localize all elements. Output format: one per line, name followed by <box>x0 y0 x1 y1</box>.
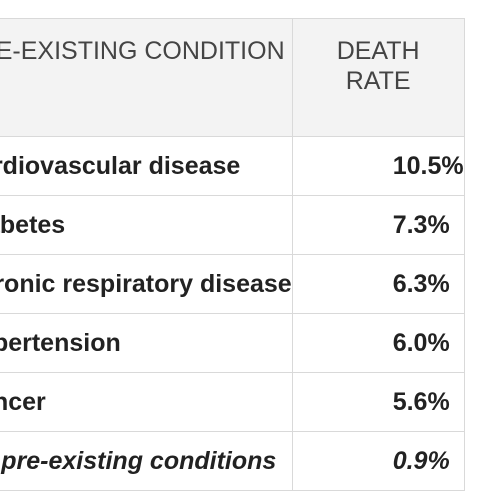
condition-cell: Chronic respiratory disease <box>0 254 293 314</box>
table-row: Cancer 5.6% <box>0 372 465 432</box>
condition-cell: Cardiovascular disease <box>0 136 293 196</box>
rate-cell: 5.6% <box>291 372 465 432</box>
table-row: Cardiovascular disease 10.5% <box>0 136 465 196</box>
table-row: Hypertension 6.0% <box>0 313 465 373</box>
death-rate-table: PRE-EXISTING CONDITION DEATH RATE Cardio… <box>0 18 465 491</box>
rate-cell: 6.0% <box>291 313 465 373</box>
table-header: PRE-EXISTING CONDITION DEATH RATE <box>0 18 465 137</box>
header-death-rate: DEATH RATE <box>291 18 465 137</box>
rate-cell: 7.3% <box>291 195 465 255</box>
header-condition: PRE-EXISTING CONDITION <box>0 18 293 137</box>
header-death-rate-line2: RATE <box>345 67 411 95</box>
table-row: Chronic respiratory disease 6.3% <box>0 254 465 314</box>
condition-cell: No pre-existing conditions <box>0 431 293 491</box>
rate-cell: 0.9% <box>291 431 465 491</box>
header-row: PRE-EXISTING CONDITION DEATH RATE <box>0 18 465 137</box>
table-row: No pre-existing conditions 0.9% <box>0 431 465 491</box>
header-death-rate-line1: DEATH <box>336 37 420 65</box>
condition-cell: Diabetes <box>0 195 293 255</box>
rate-cell: 10.5% <box>291 136 465 196</box>
rate-cell: 6.3% <box>291 254 465 314</box>
table-row: Diabetes 7.3% <box>0 195 465 255</box>
condition-cell: Cancer <box>0 372 293 432</box>
condition-cell: Hypertension <box>0 313 293 373</box>
table-body: Cardiovascular disease 10.5% Diabetes 7.… <box>0 136 465 491</box>
